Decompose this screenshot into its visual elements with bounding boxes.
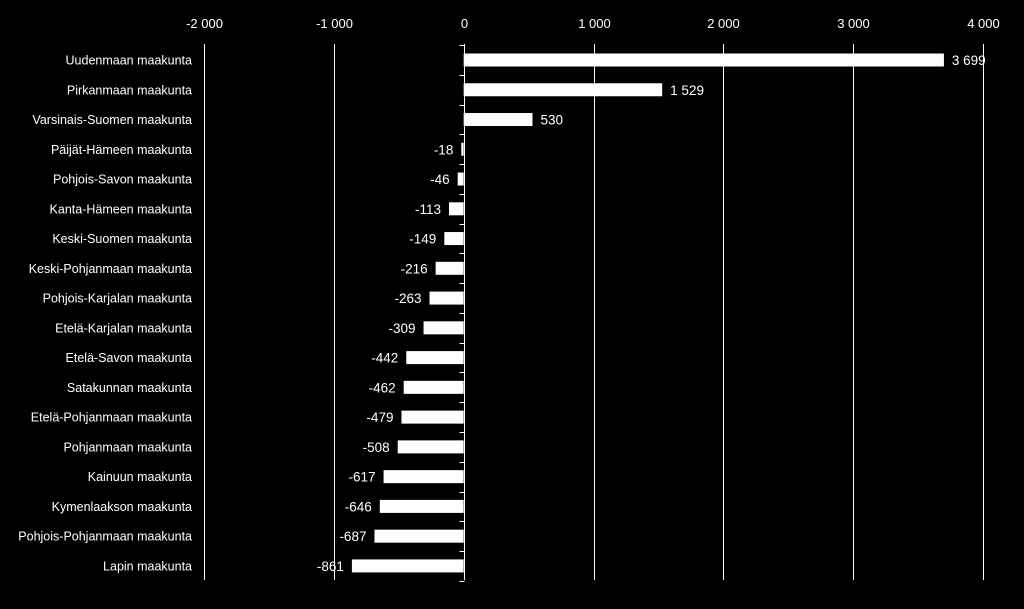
bars bbox=[351, 53, 944, 573]
category-axis bbox=[459, 44, 465, 582]
bar bbox=[423, 321, 464, 335]
data-labels: 3 699 1 529 530 -18 -46 -113 -149 -216 -263 -309 -… bbox=[317, 53, 986, 574]
data-label: -861 bbox=[317, 559, 344, 574]
category-label: Keski-Pohjanmaan maakunta bbox=[29, 262, 192, 276]
category-label: Pohjois-Karjalan maakunta bbox=[43, 292, 192, 306]
data-label: -309 bbox=[389, 321, 416, 336]
data-label: -479 bbox=[366, 410, 393, 425]
bar bbox=[444, 232, 464, 246]
category-label: Pohjois-Pohjanmaan maakunta bbox=[18, 530, 192, 544]
category-label: Päijät-Hämeen maakunta bbox=[51, 143, 192, 157]
data-label: -18 bbox=[434, 142, 454, 157]
x-tick-label: 0 bbox=[461, 16, 468, 31]
x-tick-label: 1 000 bbox=[578, 16, 611, 31]
data-label: -149 bbox=[409, 232, 436, 247]
bar bbox=[383, 470, 464, 484]
data-label: 1 529 bbox=[670, 83, 704, 98]
category-label: Etelä-Savon maakunta bbox=[66, 351, 193, 365]
x-tick-label: -2 000 bbox=[186, 16, 223, 31]
category-label: Kymenlaakson maakunta bbox=[52, 500, 192, 514]
category-label: Lapin maakunta bbox=[103, 559, 192, 573]
category-labels: Uudenmaan maakunta Pirkanmaan maakunta Var… bbox=[18, 54, 192, 574]
bar bbox=[435, 261, 464, 275]
bar bbox=[457, 172, 464, 186]
data-label: -646 bbox=[345, 499, 372, 514]
bar bbox=[351, 559, 464, 573]
category-label: Pohjanmaan maakunta bbox=[63, 440, 192, 454]
data-label: -46 bbox=[430, 172, 450, 187]
data-label: -687 bbox=[339, 529, 366, 544]
bar bbox=[374, 529, 464, 543]
data-label: 530 bbox=[540, 113, 563, 128]
bar bbox=[429, 291, 464, 305]
x-tick-label: 2 000 bbox=[707, 16, 740, 31]
bar bbox=[406, 351, 464, 365]
data-label: 3 699 bbox=[952, 53, 986, 68]
category-label: Kainuun maakunta bbox=[88, 470, 192, 484]
bar bbox=[463, 83, 663, 97]
data-label: -442 bbox=[371, 351, 398, 366]
data-label: -462 bbox=[369, 380, 396, 395]
category-label: Uudenmaan maakunta bbox=[66, 54, 193, 68]
category-label: Satakunnan maakunta bbox=[67, 381, 192, 395]
bar bbox=[448, 202, 464, 216]
gridlines bbox=[204, 44, 984, 580]
x-axis-ticks: -2 000 -1 000 0 1 000 2 000 3 000 4 000 bbox=[186, 16, 1000, 31]
category-label: Etelä-Karjalan maakunta bbox=[55, 321, 192, 335]
category-label: Kanta-Hämeen maakunta bbox=[50, 202, 192, 216]
x-tick-label: 4 000 bbox=[967, 16, 1000, 31]
bar bbox=[461, 142, 464, 156]
bar bbox=[403, 380, 464, 394]
x-tick-label: 3 000 bbox=[837, 16, 870, 31]
data-label: -113 bbox=[415, 202, 441, 217]
bar bbox=[379, 499, 464, 513]
category-label: Pirkanmaan maakunta bbox=[67, 83, 192, 97]
bar bbox=[397, 440, 464, 454]
data-label: -263 bbox=[394, 291, 421, 306]
data-label: -508 bbox=[363, 440, 390, 455]
bar bbox=[401, 410, 464, 424]
data-label: -617 bbox=[349, 470, 376, 485]
bar bbox=[463, 53, 944, 67]
data-label: -216 bbox=[401, 261, 428, 276]
category-label: Pohjois-Savon maakunta bbox=[53, 173, 192, 187]
x-tick-label: -1 000 bbox=[316, 16, 353, 31]
category-label: Etelä-Pohjanmaan maakunta bbox=[31, 411, 192, 425]
category-label: Keski-Suomen maakunta bbox=[52, 232, 192, 246]
bar bbox=[463, 113, 533, 127]
category-label: Varsinais-Suomen maakunta bbox=[32, 113, 192, 127]
